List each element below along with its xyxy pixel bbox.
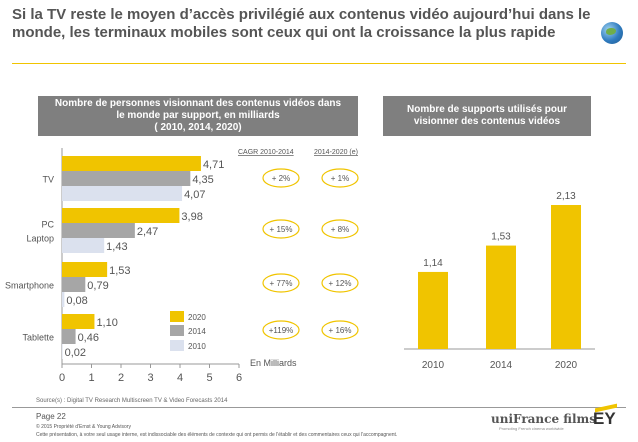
unit-label: En Milliards (250, 358, 297, 368)
cagr-value: +119% (269, 326, 294, 335)
bar-value-label: 0,79 (87, 280, 108, 292)
bar-value-label: 0,46 (78, 332, 99, 344)
bar-value-label: 4,71 (203, 159, 224, 171)
vertical-bar (486, 245, 516, 349)
vertical-bar (418, 271, 448, 349)
legend-swatch-2010 (170, 340, 184, 351)
legend-label: 2020 (188, 313, 206, 322)
legend-label: 2010 (188, 342, 206, 351)
vertical-bar (551, 205, 581, 349)
legend-swatch-2020 (170, 311, 184, 322)
bar-2014 (62, 329, 76, 344)
footer-divider (12, 407, 626, 408)
cagr-header-2010-2014: CAGR 2010-2014 (238, 149, 294, 156)
x-tick-label: 0 (59, 372, 65, 384)
x-tick-label: 5 (206, 372, 212, 384)
cagr-header-2014-2020: 2014-2020 (e) (314, 149, 358, 156)
cagr-value: + 1% (331, 174, 349, 183)
category-label: TV (42, 175, 54, 185)
vertical-bar-value-label: 1,53 (491, 232, 511, 243)
bar-2010 (62, 292, 65, 307)
cagr-bubble (262, 168, 300, 188)
unifrance-logo-text: uniFrance films (491, 412, 596, 426)
left-chart-header-text: Nombre de personnes visionnant des conte… (54, 98, 342, 133)
cagr-bubble (321, 168, 359, 188)
bar-value-label: 3,98 (181, 211, 202, 223)
vertical-category-label: 2014 (490, 360, 513, 371)
bar-value-label: 1,10 (96, 317, 117, 329)
bar-value-label: 0,08 (66, 295, 87, 307)
x-tick-label: 2 (118, 372, 124, 384)
cagr-bubble (321, 273, 359, 293)
bar-value-label: 1,53 (109, 265, 130, 277)
bar-value-label: 2,47 (137, 226, 158, 238)
unifrance-logo-tagline: Promoting French cinema worldwide (499, 426, 564, 431)
x-tick-label: 1 (88, 372, 94, 384)
bar-2020 (62, 208, 180, 223)
category-label: Tablette (22, 333, 54, 343)
legend-label: 2014 (188, 327, 206, 336)
category-label: Smartphone (5, 281, 54, 291)
bar-2014 (62, 223, 135, 238)
bar-2020 (62, 156, 201, 171)
bar-2014 (62, 277, 86, 292)
left-chart-header: Nombre de personnes visionnant des conte… (38, 96, 358, 136)
cagr-bubble (321, 219, 359, 239)
right-chart-header-text: Nombre de supports utilisés pour visionn… (406, 104, 568, 127)
vertical-bar-value-label: 1,14 (423, 258, 443, 269)
copyright-line-2: Cette présentation, à votre seul usage i… (36, 432, 398, 438)
bar-2010 (62, 186, 183, 201)
vertical-category-label: 2010 (422, 360, 445, 371)
unifrance-logo: uniFrance films Promoting French cinema w… (491, 412, 596, 431)
page-number: Page 22 (36, 412, 66, 421)
cagr-value: + 12% (329, 279, 352, 288)
bar-2020 (62, 314, 95, 329)
bar-2014 (62, 171, 191, 186)
bar-value-label: 4,07 (184, 189, 205, 201)
category-label: Laptop (26, 234, 54, 244)
cagr-bubble (262, 320, 300, 340)
cagr-value: + 16% (329, 326, 352, 335)
vertical-bar-value-label: 2,13 (556, 191, 576, 202)
source-note: Source(s) : Digital TV Research Multiscr… (36, 398, 228, 404)
right-chart-header: Nombre de supports utilisés pour visionn… (383, 96, 591, 136)
bar-2010 (62, 238, 105, 253)
cagr-value: + 8% (331, 225, 349, 234)
page-title: Si la TV reste le moyen d’accès privilég… (12, 6, 591, 41)
legend-swatch-2014 (170, 325, 184, 336)
cagr-value: + 15% (270, 225, 293, 234)
category-label: PC (41, 220, 54, 230)
x-tick-label: 3 (147, 372, 153, 384)
copyright-line-1: © 2015 Propriété d'Ernst & Young Advisor… (36, 424, 131, 430)
globe-icon (601, 22, 623, 44)
bar-2010 (62, 344, 63, 359)
x-tick-label: 6 (236, 372, 242, 384)
bar-value-label: 0,02 (65, 347, 86, 359)
vertical-category-label: 2020 (555, 360, 578, 371)
bar-2020 (62, 262, 108, 277)
ey-logo: EY (593, 409, 616, 428)
bar-value-label: 1,43 (106, 241, 127, 253)
cagr-bubble (262, 273, 300, 293)
cagr-bubble (321, 320, 359, 340)
cagr-bubble (262, 219, 300, 239)
cagr-value: + 2% (272, 174, 290, 183)
cagr-value: + 77% (270, 279, 293, 288)
bar-value-label: 4,35 (192, 174, 213, 186)
x-tick-label: 4 (177, 372, 183, 384)
title-divider (12, 63, 626, 64)
